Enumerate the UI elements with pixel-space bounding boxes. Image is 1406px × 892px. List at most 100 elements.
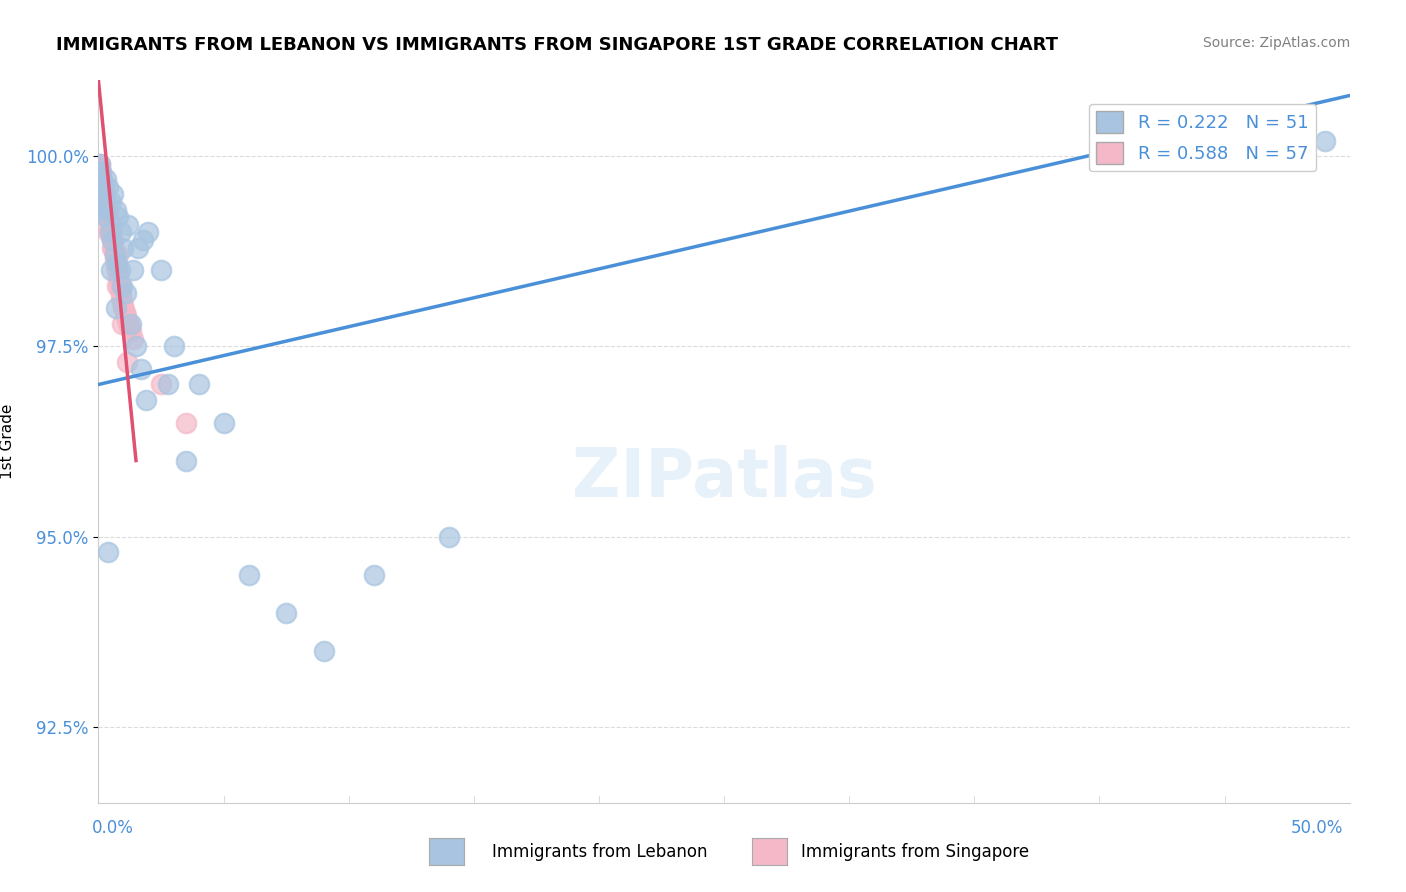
Point [115, 354, 138, 368]
Point [91, 172, 114, 186]
Point [104, 256, 127, 270]
Point [103, 233, 125, 247]
Point [174, 453, 197, 467]
Point [96, 210, 118, 224]
Point [127, 241, 149, 255]
Point [90, 164, 112, 178]
Point [363, 567, 385, 582]
Point [100, 263, 122, 277]
Point [105, 278, 128, 293]
Point [97, 226, 120, 240]
Point [105, 263, 128, 277]
Point [118, 320, 141, 334]
Point [91, 179, 114, 194]
Point [103, 244, 125, 259]
Point [112, 301, 135, 316]
Point [103, 241, 125, 255]
Point [97, 214, 120, 228]
Point [150, 377, 173, 392]
Point [97, 206, 120, 220]
Point [274, 606, 298, 620]
Text: Immigrants from Lebanon: Immigrants from Lebanon [492, 843, 707, 861]
Point [100, 194, 122, 209]
Text: Immigrants from Singapore: Immigrants from Singapore [801, 843, 1029, 861]
Point [1313, 134, 1336, 148]
Point [212, 416, 235, 430]
Point [93, 194, 115, 209]
Point [312, 643, 335, 657]
Point [96, 202, 118, 217]
Point [107, 271, 129, 285]
Point [108, 263, 131, 277]
Point [101, 233, 124, 247]
Legend: R = 0.222   N = 51, R = 0.588   N = 57: R = 0.222 N = 51, R = 0.588 N = 57 [1090, 103, 1316, 171]
Point [100, 221, 122, 235]
Point [157, 377, 180, 392]
Point [187, 377, 209, 392]
Point [104, 248, 127, 262]
Point [110, 226, 132, 240]
Point [93, 194, 115, 209]
Point [91, 187, 114, 202]
Point [110, 290, 132, 304]
Point [103, 187, 125, 202]
Point [111, 293, 134, 308]
Point [111, 298, 134, 312]
Point [150, 263, 173, 277]
Point [101, 236, 124, 251]
Text: 0.0%: 0.0% [91, 819, 134, 837]
Point [104, 202, 127, 217]
Point [110, 286, 132, 301]
Point [90, 164, 112, 178]
Point [174, 416, 197, 430]
Point [104, 301, 127, 316]
Point [93, 184, 115, 198]
Point [111, 317, 134, 331]
Point [437, 530, 460, 544]
Point [122, 263, 145, 277]
Point [110, 282, 132, 296]
Text: IMMIGRANTS FROM LEBANON VS IMMIGRANTS FROM SINGAPORE 1ST GRADE CORRELATION CHART: IMMIGRANTS FROM LEBANON VS IMMIGRANTS FR… [56, 36, 1059, 54]
Text: Source: ZipAtlas.com: Source: ZipAtlas.com [1202, 36, 1350, 50]
Point [94, 202, 117, 217]
Point [93, 179, 115, 194]
Point [96, 202, 118, 217]
Point [115, 286, 138, 301]
Point [98, 226, 121, 240]
Point [122, 332, 145, 346]
Point [100, 229, 122, 244]
Point [89, 161, 111, 175]
Point [125, 339, 148, 353]
Point [93, 187, 115, 202]
Text: 50.0%: 50.0% [1291, 819, 1343, 837]
Point [100, 226, 122, 240]
Point [107, 248, 129, 262]
Point [120, 324, 142, 338]
Point [97, 210, 120, 224]
Point [97, 545, 120, 559]
Text: ZIPatlas: ZIPatlas [572, 445, 876, 510]
Point [108, 275, 131, 289]
Point [93, 194, 115, 209]
Point [115, 309, 138, 323]
Point [89, 157, 111, 171]
Point [132, 233, 155, 247]
Point [117, 218, 139, 232]
Point [117, 317, 139, 331]
Point [135, 392, 157, 407]
Point [96, 199, 118, 213]
Point [91, 176, 114, 190]
Point [238, 567, 260, 582]
Point [104, 252, 127, 266]
Point [90, 169, 112, 183]
Point [104, 248, 127, 262]
Point [108, 278, 131, 293]
Point [112, 241, 135, 255]
Point [94, 172, 117, 186]
Point [162, 339, 184, 353]
Point [94, 194, 117, 209]
Point [120, 317, 142, 331]
Y-axis label: 1st Grade: 1st Grade [0, 404, 14, 479]
Point [90, 172, 112, 186]
Point [107, 210, 129, 224]
